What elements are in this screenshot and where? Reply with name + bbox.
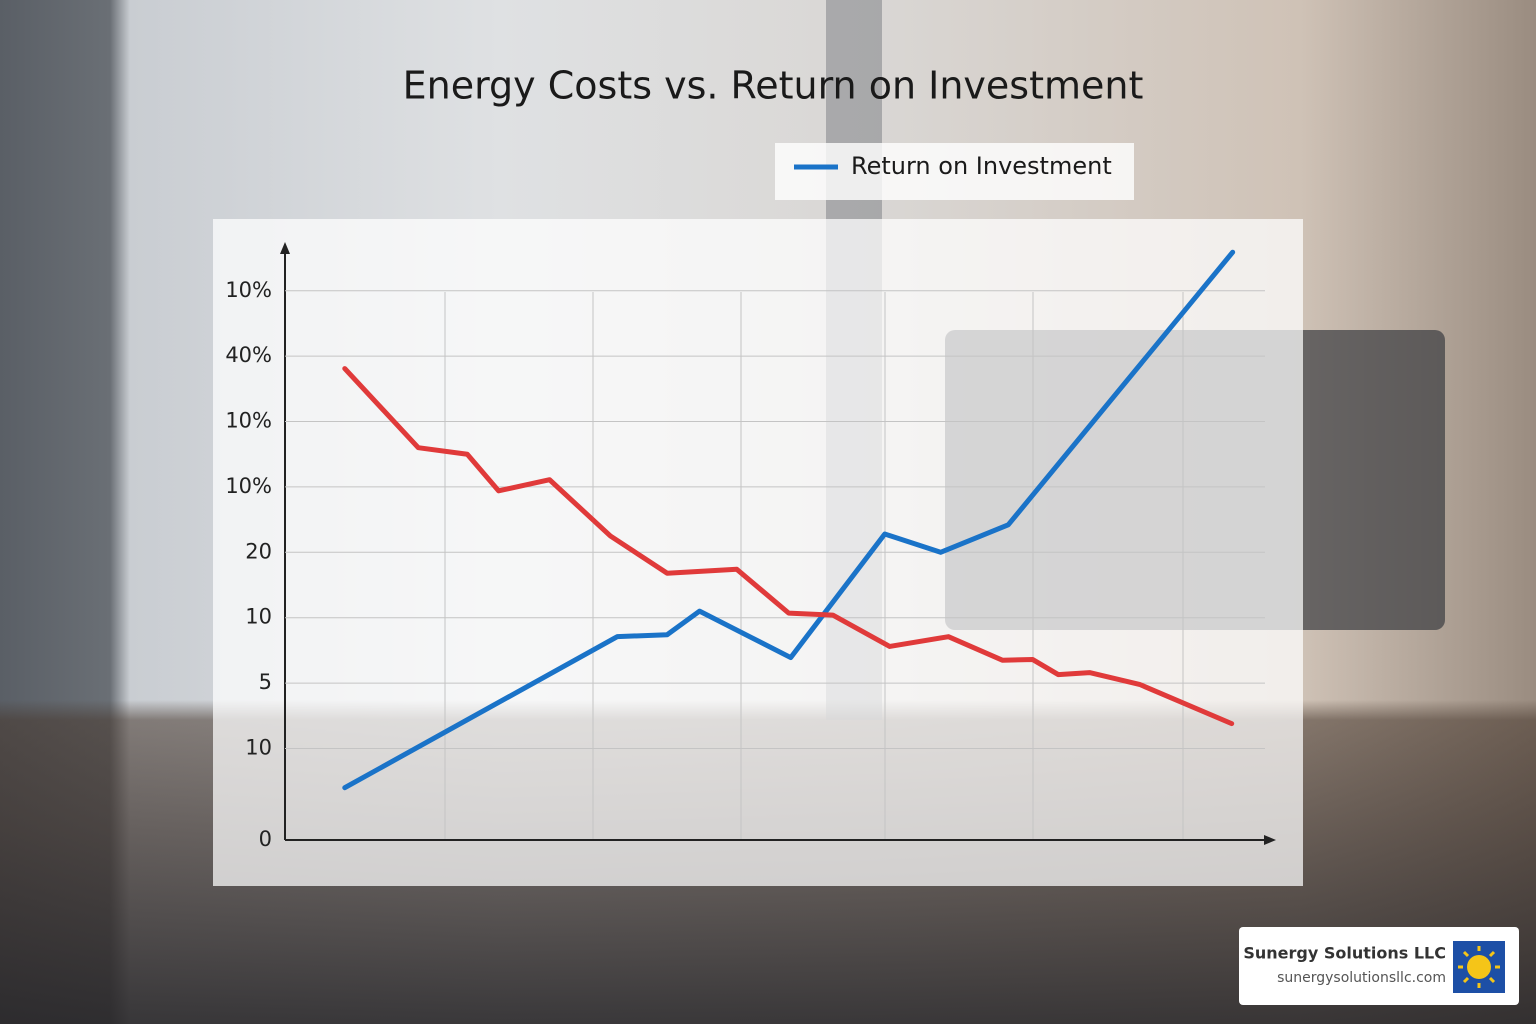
y-tick-label: 10% — [225, 278, 272, 302]
series-line — [342, 366, 1235, 727]
badge-box — [1239, 927, 1519, 1005]
y-tick-label: 10% — [225, 409, 272, 433]
chart-title: Energy Costs vs. Return on Investment — [403, 64, 1144, 108]
logo-sun — [1467, 955, 1491, 979]
y-tick-label: 20 — [245, 539, 272, 563]
y-tick-label: 40% — [225, 343, 272, 367]
legend-box — [775, 143, 1134, 200]
y-tick-label: 10% — [225, 474, 272, 498]
y-axis-arrow — [280, 242, 290, 254]
brand-url: sunergysolutionsllc.com — [1277, 970, 1446, 986]
brand-badge: Sunergy Solutions LLC sunergysolutionsll… — [1239, 927, 1519, 1005]
x-axis-arrow — [1264, 835, 1276, 845]
brand-name: Sunergy Solutions LLC — [1243, 944, 1446, 963]
y-tick-label: 10 — [245, 735, 272, 759]
y-tick-label: 0 — [259, 827, 272, 851]
y-tick-label: 5 — [259, 670, 272, 694]
y-tick-label: 10 — [245, 605, 272, 629]
series-line — [342, 249, 1236, 791]
logo-rays — [1458, 946, 1500, 988]
legend-label: Return on Investment — [851, 152, 1112, 180]
